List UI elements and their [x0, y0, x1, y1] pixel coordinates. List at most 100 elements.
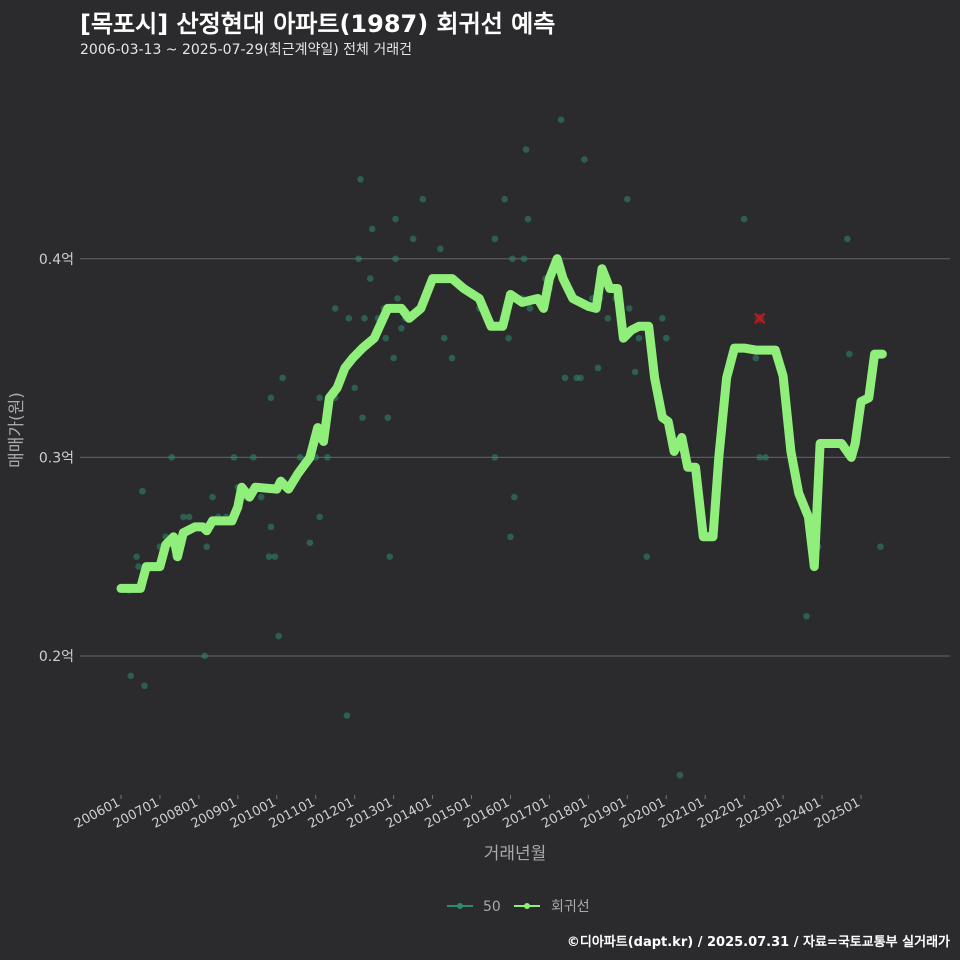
scatter-point [386, 553, 394, 560]
scatter-point [267, 523, 275, 531]
scatter-point [275, 632, 283, 640]
chart-title: [목포시] 산정현대 아파트(1987) 회귀선 예측 [80, 10, 556, 38]
scatter-point [316, 394, 323, 402]
outlier-markers [754, 312, 766, 325]
scatter-point [345, 315, 353, 322]
scatter-point [185, 513, 193, 521]
scatter-point [659, 315, 666, 322]
scatter-point [324, 454, 331, 461]
scatter-point [133, 553, 140, 560]
scatter-point [662, 334, 670, 342]
scatter-point [250, 454, 257, 461]
scatter-point [141, 682, 148, 690]
scatter-point [351, 384, 358, 392]
scatter-point [491, 235, 499, 243]
scatter-point [392, 215, 399, 223]
scatter-point [135, 563, 142, 570]
scatter-point [392, 255, 399, 263]
scatter-point [624, 195, 631, 203]
scatter-point [625, 305, 633, 312]
scatter-point [368, 225, 376, 233]
scatter-point [331, 305, 339, 312]
outlier-cross [754, 312, 766, 325]
scatter-point [581, 156, 588, 163]
scatter-point [643, 553, 651, 560]
scatter-point [257, 493, 265, 501]
scatter-point [357, 176, 364, 183]
scatter-point [524, 215, 532, 223]
scatter-point [752, 354, 760, 362]
scatter-point [382, 334, 390, 342]
scatter-point [271, 553, 279, 560]
scatter-point [168, 454, 175, 461]
scatter-points [125, 116, 884, 779]
scatter-point [384, 414, 392, 421]
scatter-point [180, 513, 187, 521]
scatter-point [230, 454, 238, 461]
scatter-point [316, 513, 323, 521]
scatter-point [139, 487, 146, 495]
scatter-point [437, 245, 444, 253]
scatter-point [440, 334, 448, 342]
scatter-point [844, 235, 851, 243]
y-tick-label: 0.4억 [39, 252, 74, 268]
y-tick-label: 0.3억 [39, 450, 74, 466]
scatter-point [526, 305, 534, 312]
scatter-point [265, 553, 273, 560]
scatter-point [561, 374, 569, 382]
scatter-point [394, 295, 401, 302]
scatter-point [501, 195, 508, 203]
scatter-point [631, 368, 639, 376]
legend-label: 50 [483, 899, 501, 915]
regression-line [116, 254, 887, 593]
scatter-point [604, 315, 612, 322]
scatter-point [209, 493, 216, 501]
outlier-marker [754, 312, 766, 325]
scatter-point [509, 255, 516, 263]
scatter-point [511, 493, 518, 501]
scatter-point [577, 374, 584, 382]
scatter-point [505, 334, 512, 342]
scatter-point [267, 394, 275, 402]
scatter-point [279, 374, 286, 382]
y-tick-label: 0.2억 [39, 649, 74, 665]
scatter-point [676, 771, 684, 779]
scatter-point [520, 255, 528, 263]
scatter-point [594, 364, 602, 372]
scatter-point [343, 712, 351, 719]
scatter-point [762, 454, 769, 461]
scatter-point [398, 324, 405, 332]
scatter-point [355, 255, 362, 263]
scatter-point [448, 354, 456, 362]
scatter-point [635, 334, 643, 342]
scatter-point [491, 454, 499, 461]
legend-swatch-point [524, 903, 530, 909]
scatter-point [803, 612, 810, 620]
scatter-point [507, 533, 514, 541]
scatter-point [127, 672, 135, 680]
scatter-point [756, 454, 764, 461]
legend-swatch-point [457, 903, 463, 909]
source-credit: ©디아파트(dapt.kr) / 2025.07.31 / 자료=국토교통부 실… [566, 935, 950, 950]
y-axis-title: 매매가(원) [7, 392, 27, 468]
scatter-point [361, 315, 368, 322]
scatter-point [740, 215, 748, 223]
scatter-point [877, 543, 884, 551]
regression-line-layer [116, 254, 887, 593]
chart-subtitle: 2006-03-13 ~ 2025-07-29(최근계약일) 전체 거래건 [80, 42, 412, 58]
scatter-point [409, 235, 417, 243]
scatter-point [306, 539, 314, 547]
scatter-point [557, 116, 565, 124]
scatter-point [846, 350, 853, 358]
scatter-point [359, 414, 366, 421]
legend: 50 회귀선 [447, 899, 590, 915]
scatter-point [201, 652, 209, 660]
scatter-point [522, 146, 530, 153]
x-axis-title: 거래년월 [484, 844, 547, 864]
scatter-point [203, 543, 210, 551]
scatter-point [390, 354, 397, 362]
scatter-point [296, 454, 304, 461]
legend-label: 회귀선 [551, 899, 590, 915]
scatter-point [419, 195, 427, 203]
